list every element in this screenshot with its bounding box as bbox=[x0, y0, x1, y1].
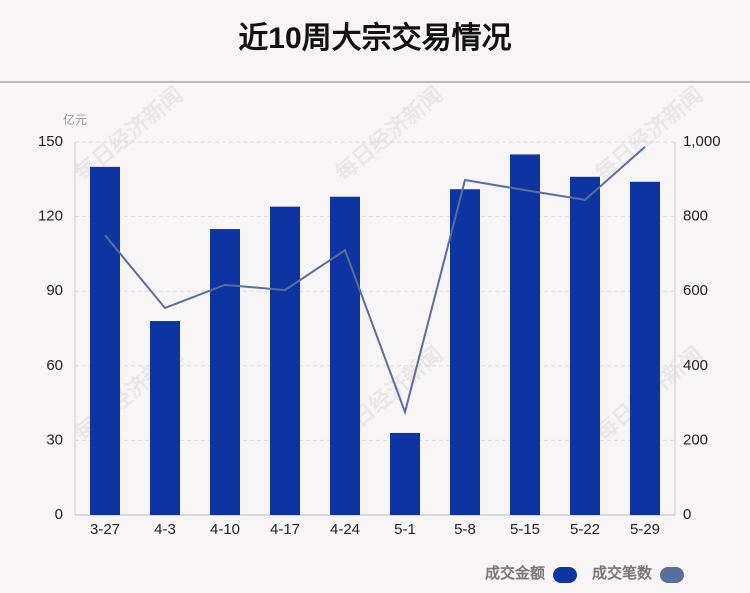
bar bbox=[150, 321, 180, 515]
y2-tick-label: 600 bbox=[683, 282, 708, 299]
legend-label: 成交笔数 bbox=[592, 564, 653, 582]
bar bbox=[270, 206, 300, 516]
y2-tick-label: 800 bbox=[683, 208, 708, 225]
x-tick-label: 5-15 bbox=[510, 521, 540, 538]
y2-tick-label: 1,000 bbox=[683, 133, 721, 150]
y-unit: 亿元 bbox=[63, 112, 87, 127]
bar bbox=[510, 154, 540, 515]
bar bbox=[90, 166, 120, 515]
y2-tick-label: 0 bbox=[683, 506, 691, 523]
x-tick-label: 4-17 bbox=[270, 521, 300, 538]
x-tick-label: 5-22 bbox=[570, 521, 600, 538]
y-tick-label: 0 bbox=[55, 506, 63, 523]
y-tick-label: 90 bbox=[46, 282, 63, 299]
bar bbox=[450, 189, 480, 515]
x-tick-label: 4-24 bbox=[330, 521, 360, 538]
y-tick-label: 30 bbox=[46, 431, 63, 448]
bar bbox=[570, 176, 600, 515]
legend-swatch bbox=[660, 567, 684, 583]
watermark: 每日经济新闻 bbox=[70, 82, 187, 186]
y2-tick-label: 400 bbox=[683, 357, 708, 374]
bar bbox=[390, 432, 420, 515]
x-tick-label: 5-8 bbox=[454, 521, 476, 538]
y-tick-label: 120 bbox=[38, 208, 63, 225]
chart-title: 近10周大宗交易情况 bbox=[238, 21, 511, 55]
x-tick-label: 4-3 bbox=[154, 521, 176, 538]
legend-label: 成交金额 bbox=[485, 564, 545, 582]
x-tick-label: 3-27 bbox=[90, 521, 120, 538]
line bbox=[104, 146, 646, 416]
y-tick-label: 150 bbox=[38, 133, 63, 150]
x-tick-label: 4-10 bbox=[210, 521, 240, 538]
watermark: 每日经济新闻 bbox=[330, 82, 447, 186]
y2-tick-label: 200 bbox=[683, 431, 708, 448]
bar bbox=[330, 196, 360, 515]
bar bbox=[210, 229, 240, 516]
x-tick-label: 5-1 bbox=[394, 521, 416, 538]
bar bbox=[630, 181, 660, 515]
y-tick-label: 60 bbox=[46, 357, 63, 374]
legend-swatch bbox=[553, 567, 577, 583]
x-tick-label: 5-29 bbox=[630, 521, 660, 538]
